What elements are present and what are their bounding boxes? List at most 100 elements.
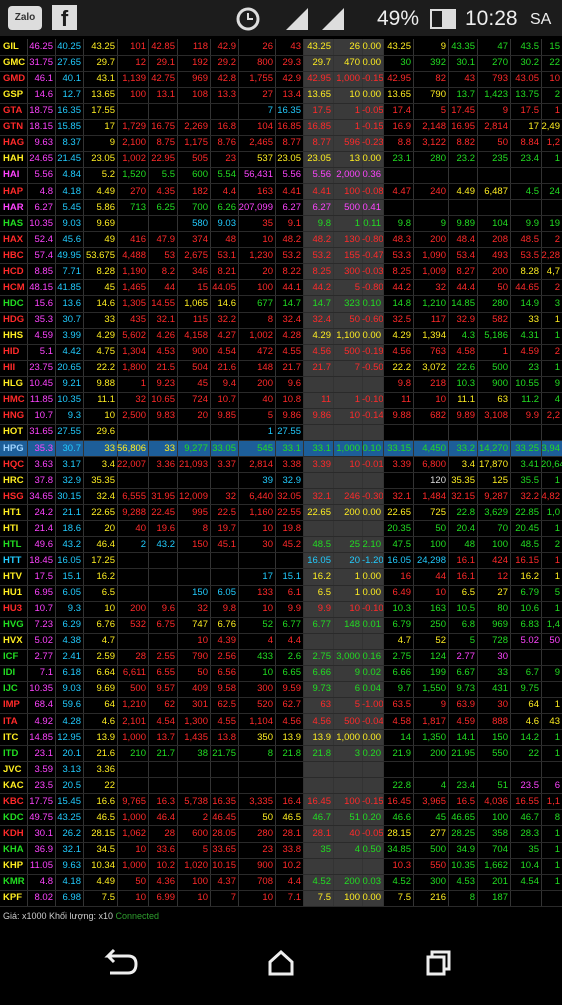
cell: 600 — [192, 827, 208, 839]
symbol[interactable]: GSP — [3, 89, 24, 101]
symbol[interactable]: HBC — [3, 249, 24, 261]
symbol[interactable]: KDC — [3, 811, 24, 823]
symbol[interactable]: HAP — [3, 185, 24, 197]
cell: 30 — [497, 699, 508, 711]
symbol[interactable]: KPF — [3, 892, 22, 904]
cell: 1,484 — [422, 490, 446, 502]
cell: 6.67 — [456, 667, 476, 679]
cell: 900 — [257, 860, 273, 872]
symbol[interactable]: HQC — [3, 458, 25, 470]
symbol[interactable]: HAS — [3, 217, 24, 229]
symbol[interactable]: HSG — [3, 490, 24, 502]
cell: 16.1 — [456, 554, 476, 566]
symbol[interactable]: JVC — [3, 763, 22, 775]
cell: 1 — [554, 603, 560, 615]
symbol[interactable]: KBC — [3, 795, 24, 807]
symbol[interactable]: HDG — [3, 314, 25, 326]
symbol[interactable]: GTN — [3, 121, 24, 133]
cell: 43.2 — [62, 538, 82, 550]
cell: 10.2 — [282, 860, 302, 872]
symbol[interactable]: IDI — [3, 667, 16, 679]
cell: 25 — [349, 538, 360, 550]
symbol[interactable]: HCD — [3, 265, 24, 277]
symbol[interactable]: HTT — [3, 554, 22, 566]
cell: -0.50 — [362, 362, 383, 374]
symbol[interactable]: HII — [3, 362, 16, 374]
cell: 300 — [344, 265, 360, 277]
symbol[interactable]: ITD — [3, 747, 19, 759]
cell: 4.54 — [217, 346, 237, 358]
symbol[interactable]: HTI — [3, 522, 19, 534]
symbol[interactable]: HAI — [3, 169, 20, 181]
cell: 4.54 — [520, 876, 540, 888]
symbol[interactable]: KHP — [3, 860, 24, 872]
row-divider — [0, 150, 562, 152]
row-divider — [0, 375, 562, 377]
cell: 5 — [267, 410, 273, 422]
cell: 0.02 — [362, 667, 382, 679]
symbol[interactable]: HRC — [3, 474, 24, 486]
symbol[interactable]: GMC — [3, 57, 26, 69]
symbol[interactable]: HMC — [3, 394, 25, 406]
symbol[interactable]: HAX — [3, 233, 24, 245]
row-divider — [0, 391, 562, 393]
symbol[interactable]: HAR — [3, 201, 24, 213]
cell: 10 — [262, 522, 273, 534]
symbol[interactable]: HU1 — [3, 587, 23, 599]
cell: 22.2 — [96, 362, 116, 374]
cell: 1,065 — [184, 297, 208, 309]
symbol[interactable]: HLG — [3, 378, 24, 390]
symbol[interactable]: KMR — [3, 876, 25, 888]
recent-button[interactable] — [426, 950, 451, 976]
symbol[interactable]: HID — [3, 346, 20, 358]
cell: -0.23 — [362, 137, 383, 149]
row-divider — [0, 777, 562, 779]
cell: 56,806 — [117, 442, 147, 454]
symbol[interactable]: HVG — [3, 619, 24, 631]
symbol[interactable]: GTA — [3, 105, 23, 117]
cell: 2.56 — [217, 651, 237, 663]
cell: 4.26 — [156, 330, 176, 342]
symbol[interactable]: ITC — [3, 731, 19, 743]
symbol[interactable]: KDH — [3, 827, 24, 839]
symbol[interactable]: HNG — [3, 410, 25, 422]
cell: 1 — [354, 217, 360, 229]
cell: 21.6 — [217, 362, 237, 374]
back-button[interactable] — [104, 948, 138, 975]
cell: 42.9 — [282, 73, 302, 85]
symbol[interactable]: GMD — [3, 73, 26, 85]
cell: 4.41 — [282, 185, 302, 197]
symbol[interactable]: HAG — [3, 137, 25, 149]
symbol[interactable]: HHS — [3, 330, 24, 342]
cell: 6.98 — [62, 892, 82, 904]
symbol[interactable]: IJC — [3, 683, 18, 695]
symbol[interactable]: HU3 — [3, 603, 23, 615]
symbol[interactable]: GIL — [3, 41, 19, 52]
symbol[interactable]: HDC — [3, 297, 24, 309]
symbol[interactable]: HTL — [3, 538, 22, 550]
cell: 17.4 — [392, 105, 412, 117]
symbol[interactable]: HOT — [3, 426, 24, 438]
symbol[interactable]: KHA — [3, 844, 24, 855]
cell: 3.59 — [34, 763, 54, 775]
symbol[interactable]: ICF — [3, 651, 19, 663]
symbol[interactable]: HVX — [3, 635, 23, 647]
cell: 3,072 — [422, 362, 446, 374]
symbol[interactable]: HTV — [3, 570, 22, 582]
cell: 29.7 — [312, 57, 332, 69]
row-divider — [0, 70, 562, 72]
symbol[interactable]: HT1 — [3, 506, 21, 518]
nav-icons — [104, 948, 451, 976]
symbol[interactable]: KAC — [3, 779, 24, 791]
symbol[interactable]: HAH — [3, 153, 24, 165]
symbol[interactable]: ITA — [3, 715, 18, 727]
cell: 5.02 — [520, 635, 540, 647]
symbol[interactable]: HPG — [3, 442, 24, 454]
cell: 4.56 — [282, 715, 302, 727]
symbol[interactable]: IMP — [3, 699, 20, 711]
cell: 17 — [104, 121, 115, 133]
home-button[interactable] — [268, 949, 294, 976]
symbol[interactable]: HCM — [3, 281, 25, 293]
cell: 7.5 — [397, 892, 411, 904]
cell: 63.5 — [392, 699, 412, 711]
